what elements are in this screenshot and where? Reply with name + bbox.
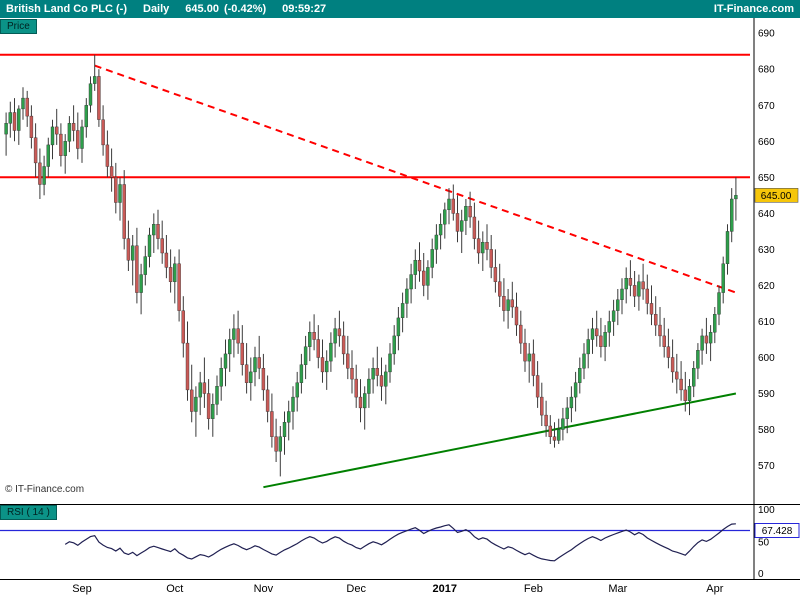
brand-label: IT-Finance.com: [713, 3, 794, 15]
quote-time: 09:59:27: [282, 3, 327, 15]
price-axis-tick: 620: [758, 281, 775, 292]
time-axis-label: Dec: [346, 583, 366, 595]
instrument-name: British Land Co PLC (-): [6, 3, 127, 15]
price-axis-tick: 690: [758, 29, 775, 40]
price-axis-tick: 650: [758, 173, 775, 184]
price-axis-tick: 580: [758, 425, 775, 436]
copyright-watermark: © IT-Finance.com: [5, 484, 85, 495]
last-price-tag: [754, 188, 799, 203]
rsi-chart-canvas[interactable]: 100 50 0 67.428: [0, 504, 800, 580]
time-axis-label: Nov: [253, 583, 274, 595]
rsi-line: [64, 523, 736, 562]
rsi-value-tag-text: 67.428: [762, 526, 793, 537]
rsi-axis-tick: 0: [758, 569, 764, 580]
rsi-axis-tick: 100: [758, 505, 775, 516]
last-price: 645.00: [185, 3, 219, 15]
time-axis-label: 2017: [432, 583, 458, 595]
price-axis-tick: 630: [758, 245, 775, 256]
price-axis-tick: 590: [758, 389, 775, 400]
time-axis-label: Mar: [608, 583, 628, 595]
time-axis[interactable]: Sep Oct Nov Dec 2017 Feb Mar Apr: [0, 580, 800, 600]
price-chart-canvas[interactable]: 690 680 670 660 650 640 630 620 610 600 590 580 570 6…: [0, 18, 800, 504]
rsi-axis-tick: 50: [758, 538, 770, 549]
rsi-value-tag: [754, 523, 800, 538]
price-axis-tick: 610: [758, 317, 775, 328]
time-axis-label: Apr: [706, 583, 724, 595]
last-quote: 645.00 (-0.42%): [185, 3, 266, 15]
price-axis-tick: 570: [758, 461, 775, 472]
price-axis-tick: 600: [758, 353, 775, 364]
price-axis-tick: 680: [758, 65, 775, 76]
rsi-plot-bg: [0, 504, 800, 580]
downtrend-line[interactable]: [94, 64, 737, 294]
timeframe-label: Daily: [143, 3, 170, 15]
time-axis-label: Feb: [523, 583, 543, 595]
price-axis-tick: 670: [758, 101, 775, 112]
last-price-tag-text: 645.00: [761, 191, 792, 202]
rsi-pane-tab[interactable]: RSI ( 14 ): [0, 505, 57, 520]
price-pane-tab[interactable]: Price: [0, 19, 37, 34]
time-axis-label: Sep: [72, 583, 92, 595]
time-axis-label: Oct: [166, 583, 184, 595]
price-axis-tick: 640: [758, 209, 775, 220]
price-axis-tick: 660: [758, 137, 775, 148]
price-plot-bg: [0, 18, 800, 504]
title-bar: British Land Co PLC (-) Daily 645.00 (-0…: [0, 0, 800, 18]
price-change: (-0.42%): [223, 3, 267, 15]
support-line[interactable]: [263, 392, 737, 489]
